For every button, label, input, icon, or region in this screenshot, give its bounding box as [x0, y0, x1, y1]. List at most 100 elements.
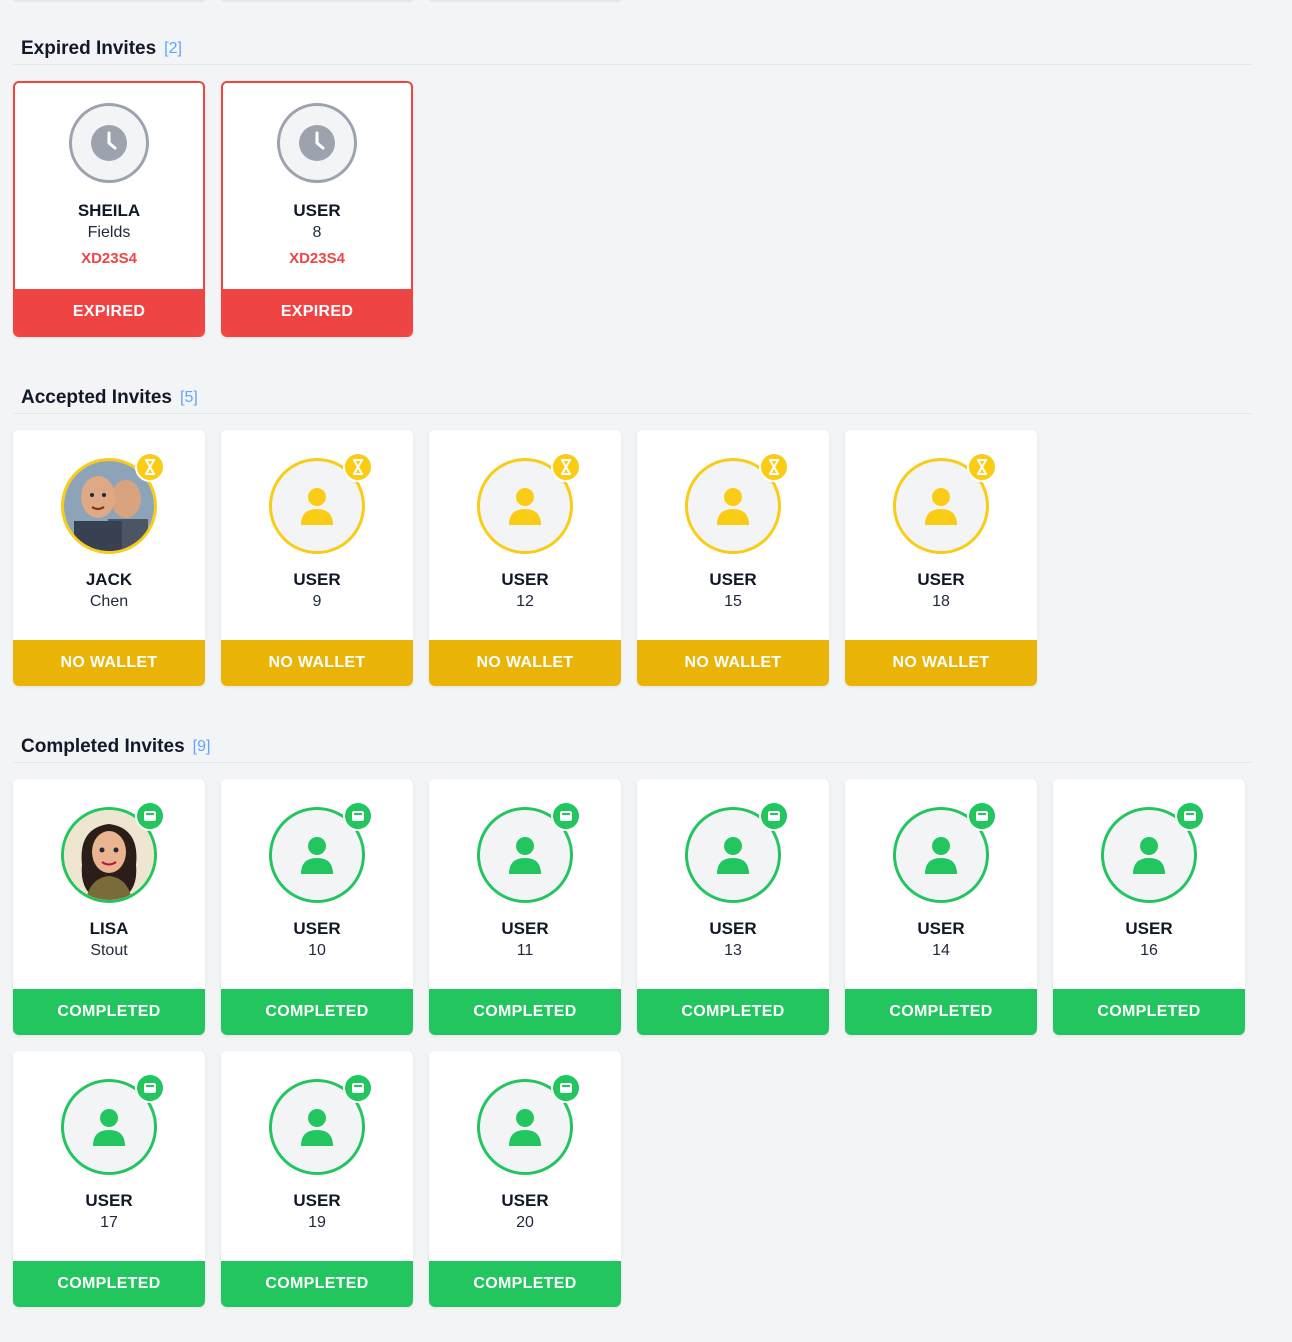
- section-header: Completed Invites [9]: [13, 731, 1253, 763]
- wallet-icon: [759, 801, 789, 831]
- invite-card[interactable]: USER 16 COMPLETED: [1053, 779, 1245, 1035]
- avatar-wrap: [685, 801, 789, 903]
- avatar-wrap: [269, 1073, 373, 1175]
- invite-grid: LISA Stout COMPLETED USER 10 COMPLETED: [13, 779, 1253, 1307]
- user-icon: [477, 807, 573, 903]
- invite-card[interactable]: USER 13 COMPLETED: [637, 779, 829, 1035]
- status-badge: EXPIRED: [15, 289, 203, 335]
- invite-card[interactable]: USER 20 COMPLETED: [429, 1051, 621, 1307]
- avatar-wrap: [477, 801, 581, 903]
- hourglass-icon: [135, 452, 165, 482]
- invite-code: XD23S4: [81, 250, 137, 267]
- invite-first-name: USER: [917, 570, 965, 589]
- stub: [221, 0, 413, 2]
- wallet-icon: [343, 801, 373, 831]
- hourglass-icon: [343, 452, 373, 482]
- status-badge: COMPLETED: [1053, 989, 1245, 1035]
- avatar-wrap: [269, 801, 373, 903]
- avatar-wrap: [277, 103, 357, 183]
- invite-first-name: LISA: [89, 919, 129, 938]
- status-badge: COMPLETED: [221, 1261, 413, 1307]
- invite-first-name: USER: [293, 919, 341, 938]
- stub: [13, 0, 205, 2]
- accepted-invites-section: Accepted Invites [5]: [13, 382, 1253, 686]
- status-badge: COMPLETED: [221, 989, 413, 1035]
- invite-card[interactable]: USER 17 COMPLETED: [13, 1051, 205, 1307]
- completed-invites-section: Completed Invites [9]: [13, 731, 1253, 1307]
- invite-card[interactable]: USER 14 COMPLETED: [845, 779, 1037, 1035]
- status-badge: NO WALLET: [13, 640, 205, 686]
- invite-first-name: USER: [501, 570, 549, 589]
- avatar-wrap: [61, 452, 165, 554]
- status-badge: EXPIRED: [223, 289, 411, 335]
- invite-card[interactable]: USER 8 XD23S4 EXPIRED: [221, 81, 413, 337]
- avatar-wrap: [69, 103, 149, 183]
- previous-section-stubs: [13, 0, 621, 2]
- invite-last-name: 16: [1140, 942, 1158, 959]
- avatar-wrap: [685, 452, 789, 554]
- invite-card[interactable]: JACK Chen NO WALLET: [13, 430, 205, 686]
- section-count: [5]: [180, 388, 198, 406]
- invite-last-name: 14: [932, 942, 950, 959]
- avatar-wrap: [61, 801, 165, 903]
- invite-card[interactable]: USER 15 NO WALLET: [637, 430, 829, 686]
- clock-icon: [277, 103, 357, 183]
- invite-last-name: 10: [308, 942, 326, 959]
- wallet-icon: [551, 801, 581, 831]
- hourglass-icon: [551, 452, 581, 482]
- invite-first-name: USER: [1125, 919, 1173, 938]
- avatar-wrap: [477, 1073, 581, 1175]
- status-badge: NO WALLET: [845, 640, 1037, 686]
- invite-first-name: USER: [917, 919, 965, 938]
- wallet-icon: [551, 1073, 581, 1103]
- invite-card[interactable]: USER 12 NO WALLET: [429, 430, 621, 686]
- invite-first-name: USER: [501, 919, 549, 938]
- invite-first-name: USER: [85, 1191, 133, 1210]
- section-title: Accepted Invites: [21, 386, 172, 408]
- invite-last-name: 9: [312, 593, 322, 610]
- invite-card[interactable]: LISA Stout COMPLETED: [13, 779, 205, 1035]
- status-badge: COMPLETED: [845, 989, 1037, 1035]
- expired-invites-section: Expired Invites [2] SHEILA Fields XD23S4…: [13, 33, 1253, 337]
- invite-first-name: USER: [293, 201, 341, 220]
- wallet-icon: [135, 1073, 165, 1103]
- status-badge: NO WALLET: [221, 640, 413, 686]
- invite-card[interactable]: USER 19 COMPLETED: [221, 1051, 413, 1307]
- invite-first-name: JACK: [85, 570, 133, 589]
- invite-first-name: SHEILA: [77, 201, 141, 220]
- invite-last-name: 13: [724, 942, 742, 959]
- invite-last-name: 20: [516, 1214, 534, 1231]
- status-badge: COMPLETED: [13, 1261, 205, 1307]
- invite-first-name: USER: [709, 919, 757, 938]
- avatar-wrap: [893, 801, 997, 903]
- section-count: [2]: [164, 39, 182, 57]
- invite-first-name: USER: [501, 1191, 549, 1210]
- invite-last-name: 11: [516, 942, 534, 959]
- invite-card[interactable]: SHEILA Fields XD23S4 EXPIRED: [13, 81, 205, 337]
- section-title: Expired Invites: [21, 37, 157, 59]
- avatar-wrap: [477, 452, 581, 554]
- invite-last-name: 17: [100, 1214, 118, 1231]
- invite-last-name: 19: [308, 1214, 326, 1231]
- user-icon: [477, 458, 573, 554]
- status-badge: COMPLETED: [429, 989, 621, 1035]
- invite-first-name: USER: [293, 570, 341, 589]
- status-badge: NO WALLET: [637, 640, 829, 686]
- invite-card[interactable]: USER 9 NO WALLET: [221, 430, 413, 686]
- section-header: Expired Invites [2]: [13, 33, 1253, 65]
- invite-last-name: 12: [516, 593, 534, 610]
- invite-first-name: USER: [293, 1191, 341, 1210]
- wallet-icon: [1175, 801, 1205, 831]
- invite-grid: JACK Chen NO WALLET USER 9 NO WALLET: [13, 430, 1253, 686]
- hourglass-icon: [967, 452, 997, 482]
- status-badge: COMPLETED: [637, 989, 829, 1035]
- invite-card[interactable]: USER 10 COMPLETED: [221, 779, 413, 1035]
- invite-last-name: 18: [932, 593, 950, 610]
- stub: [429, 0, 621, 2]
- invite-card[interactable]: USER 11 COMPLETED: [429, 779, 621, 1035]
- avatar: [61, 807, 157, 903]
- avatar-wrap: [269, 452, 373, 554]
- section-title: Completed Invites: [21, 735, 185, 757]
- invite-card[interactable]: USER 18 NO WALLET: [845, 430, 1037, 686]
- status-badge: NO WALLET: [429, 640, 621, 686]
